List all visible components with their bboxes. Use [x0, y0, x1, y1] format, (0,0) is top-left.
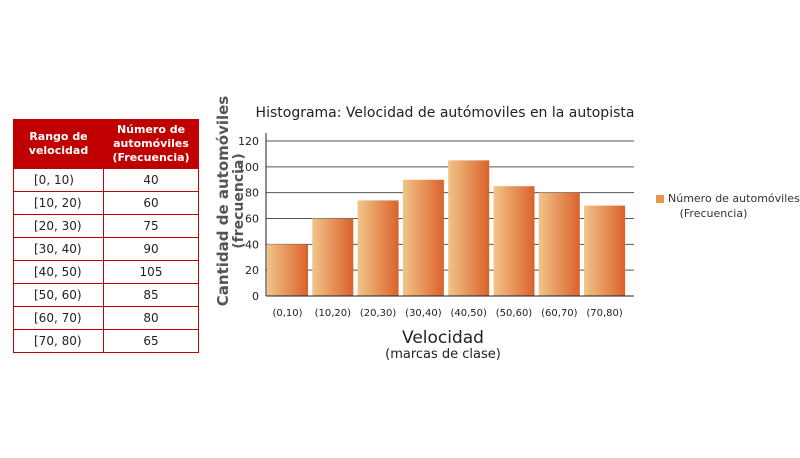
- histogram-bar: [584, 205, 626, 296]
- table-header-row: Rango de velocidad Número de automóviles…: [13, 119, 199, 169]
- x-axis-label: Velocidad: [402, 328, 484, 348]
- histogram-bar: [493, 186, 535, 296]
- x-tick-label: (0,10): [272, 308, 302, 319]
- table-row: [70, 80) 65: [13, 329, 199, 353]
- x-tick-label: (30,40): [405, 308, 442, 319]
- y-tick-label: 20: [245, 264, 259, 277]
- frequency-table: Rango de velocidad Número de automóviles…: [13, 119, 199, 353]
- histogram-bar: [448, 160, 490, 296]
- axes: [265, 133, 634, 297]
- histogram-bar: [267, 244, 308, 296]
- range-cell: [70, 80): [13, 329, 104, 353]
- range-cell: [40, 50): [13, 260, 104, 284]
- x-tick-label: (40,50): [450, 308, 487, 319]
- range-cell: [0, 10): [13, 168, 104, 192]
- table-row: [10, 20) 60: [13, 191, 199, 215]
- histogram-bar: [538, 192, 580, 296]
- x-tick-label: (10,20): [315, 308, 352, 319]
- table-row: [50, 60) 85: [13, 283, 199, 307]
- range-cell: [10, 20): [13, 191, 104, 215]
- frequency-cell: 80: [103, 306, 199, 330]
- y-axis-label: Cantidad de automóviles: [214, 96, 232, 307]
- table-row: [60, 70) 80: [13, 306, 199, 330]
- legend-sublabel: (Frecuencia): [679, 207, 748, 220]
- x-tick-label: (60,70): [541, 308, 578, 319]
- legend-label: Número de automóviles: [668, 192, 800, 205]
- header-car-count: Número de automóviles (Frecuencia): [103, 119, 199, 169]
- frequency-cell: 90: [103, 237, 199, 261]
- y-tick-labels: 0 20 40 60 80 100 120: [238, 135, 259, 303]
- x-tick-labels: (0,10) (10,20) (20,30) (30,40) (40,50) (50,60…: [272, 308, 622, 319]
- bars: [267, 160, 626, 296]
- legend-swatch: [656, 195, 664, 203]
- y-tick-label: 100: [238, 161, 259, 174]
- table-row: [20, 30) 75: [13, 214, 199, 238]
- range-cell: [60, 70): [13, 306, 104, 330]
- frequency-cell: 40: [103, 168, 199, 192]
- chart-legend: Número de automóviles (Frecuencia): [656, 191, 800, 221]
- histogram-bar: [357, 200, 399, 296]
- header-speed-range: Rango de velocidad: [13, 119, 104, 169]
- y-tick-label: 120: [238, 135, 259, 148]
- chart-title: Histograma: Velocidad de autómoviles en …: [256, 105, 635, 121]
- x-tick-label: (70,80): [586, 308, 623, 319]
- y-axis-sublabel: (frecuencia): [231, 153, 247, 249]
- x-tick-label: (50,60): [496, 308, 533, 319]
- y-tick-label: 40: [245, 238, 259, 251]
- frequency-cell: 65: [103, 329, 199, 353]
- table-row: [0, 10) 40: [13, 168, 199, 192]
- y-tick-label: 60: [245, 213, 259, 226]
- histogram-bar: [402, 179, 444, 296]
- frequency-cell: 60: [103, 191, 199, 215]
- y-tick-label: 0: [252, 290, 259, 303]
- table-row: [40, 50) 105: [13, 260, 199, 284]
- table-row: [30, 40) 90: [13, 237, 199, 261]
- histogram-bar: [312, 218, 354, 296]
- x-tick-label: (20,30): [360, 308, 397, 319]
- x-axis-sublabel: (marcas de clase): [385, 347, 501, 362]
- y-tick-label: 80: [245, 187, 259, 200]
